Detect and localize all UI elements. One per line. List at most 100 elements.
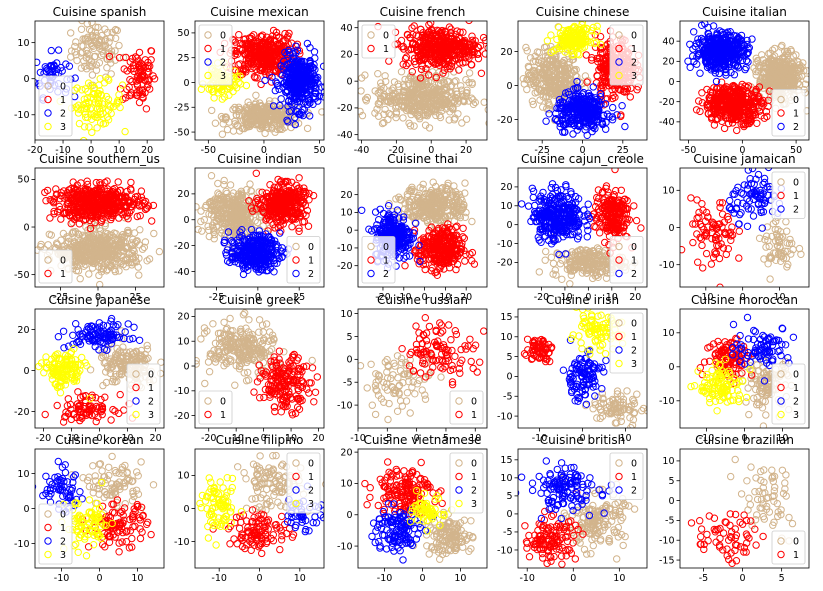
scatter-point-series-0 xyxy=(113,255,122,263)
scatter-point-series-0 xyxy=(264,112,273,120)
scatter-point-series-2 xyxy=(733,38,741,46)
scatter-point-series-0 xyxy=(244,98,252,106)
scatter-point-series-1 xyxy=(600,75,608,84)
scatter-point-series-2 xyxy=(35,79,39,87)
scatter-point-series-1 xyxy=(611,85,619,93)
scatter-point-series-0 xyxy=(545,102,553,110)
scatter-point-series-1 xyxy=(595,55,603,63)
y-tick-label: 25 xyxy=(177,53,189,64)
scatter-point-series-1 xyxy=(141,56,150,64)
scatter-point-series-0 xyxy=(546,76,554,84)
scatter-point-series-2 xyxy=(291,83,299,91)
scatter-point-series-3 xyxy=(100,79,109,87)
scatter-point-series-1 xyxy=(710,121,719,129)
scatter-point-series-1 xyxy=(445,23,454,31)
scatter-point-series-1 xyxy=(722,111,730,120)
scatter-point-series-1 xyxy=(696,107,704,116)
scatter-point-series-0 xyxy=(528,97,537,105)
scatter-point-series-3 xyxy=(91,98,100,106)
scatter-point-series-1 xyxy=(455,66,463,74)
scatter-point-series-0 xyxy=(88,61,97,69)
legend-label: 1 xyxy=(383,44,389,55)
scatter-point-series-1 xyxy=(591,31,599,39)
scatter-point-series-0 xyxy=(551,116,559,124)
scatter-point-series-0 xyxy=(138,245,147,253)
scatter-point-series-3 xyxy=(104,95,113,104)
scatter-point-series-2 xyxy=(285,97,293,105)
scatter-point-series-2 xyxy=(573,109,581,118)
scatter-point-series-0 xyxy=(380,118,388,127)
scatter-point-series-0 xyxy=(115,267,123,275)
scatter-point-series-0 xyxy=(261,129,269,138)
scatter-point-series-0 xyxy=(89,236,97,244)
scatter-point-series-2 xyxy=(699,36,707,44)
x-tick-label: 50 xyxy=(790,145,802,156)
scatter-point-series-1 xyxy=(145,76,154,84)
scatter-point-series-1 xyxy=(257,80,265,89)
scatter-point-series-2 xyxy=(591,107,599,115)
subplot-title: Cuisine italian xyxy=(702,5,787,19)
scatter-point-series-2 xyxy=(734,41,742,50)
scatter-point-series-0 xyxy=(542,86,551,95)
scatter-point-series-0 xyxy=(44,241,52,249)
scatter-point-series-1 xyxy=(428,48,436,56)
scatter-point-series-2 xyxy=(65,62,74,70)
scatter-point-series-2 xyxy=(720,62,728,70)
scatter-point-series-0 xyxy=(766,49,774,57)
legend-marker xyxy=(615,58,623,66)
scatter-point-series-1 xyxy=(747,99,755,107)
scatter-point-series-3 xyxy=(99,120,108,128)
scatter-point-series-2 xyxy=(35,58,41,66)
scatter-point-series-1 xyxy=(116,85,125,93)
axes-frame xyxy=(679,20,810,141)
scatter-point-series-1 xyxy=(750,106,758,115)
scatter-point-series-0 xyxy=(81,35,89,43)
scatter-point-series-0 xyxy=(436,113,445,122)
scatter-point-series-1 xyxy=(266,54,274,63)
scatter-point-series-2 xyxy=(712,41,720,49)
scatter-point-series-0 xyxy=(531,78,540,86)
scatter-point-series-0 xyxy=(773,72,782,80)
scatter-point-series-3 xyxy=(197,85,206,94)
scatter-point-series-0 xyxy=(88,264,97,272)
scatter-point-series-1 xyxy=(431,42,439,51)
scatter-point-series-3 xyxy=(547,31,555,39)
scatter-point-series-0 xyxy=(92,66,101,74)
points-group xyxy=(684,21,809,135)
scatter-point-series-3 xyxy=(84,79,93,87)
scatter-point-series-0 xyxy=(45,230,53,239)
scatter-point-series-1 xyxy=(748,111,756,120)
x-tick-label: -50 xyxy=(681,145,697,156)
scatter-point-series-0 xyxy=(103,64,111,72)
scatter-point-series-1 xyxy=(716,95,725,103)
scatter-point-series-0 xyxy=(243,121,251,129)
scatter-point-series-0 xyxy=(112,25,120,34)
scatter-point-series-1 xyxy=(136,61,144,69)
scatter-point-series-2 xyxy=(309,63,317,72)
scatter-point-series-0 xyxy=(318,108,324,116)
scatter-point-series-2 xyxy=(300,57,308,66)
scatter-point-series-2 xyxy=(58,67,66,75)
scatter-point-series-0 xyxy=(566,75,574,84)
scatter-point-series-1 xyxy=(139,93,147,101)
scatter-point-series-1 xyxy=(601,74,609,82)
scatter-point-series-0 xyxy=(112,230,120,238)
scatter-point-series-0 xyxy=(803,67,809,75)
scatter-point-series-1 xyxy=(135,86,144,95)
scatter-point-series-2 xyxy=(292,93,300,102)
scatter-point-series-1 xyxy=(599,67,607,75)
scatter-point-series-0 xyxy=(133,237,141,245)
scatter-point-series-1 xyxy=(611,93,619,102)
scatter-point-series-0 xyxy=(416,115,424,123)
y-tick-label: 0 xyxy=(23,74,29,85)
legend-label: 3 xyxy=(220,71,226,82)
scatter-point-series-1 xyxy=(735,107,743,115)
scatter-point-series-0 xyxy=(774,62,782,70)
scatter-point-series-1 xyxy=(596,32,605,41)
scatter-point-series-0 xyxy=(85,51,94,59)
scatter-point-series-2 xyxy=(306,112,314,120)
legend-label: 1 xyxy=(793,108,799,119)
scatter-point-series-2 xyxy=(573,121,582,129)
